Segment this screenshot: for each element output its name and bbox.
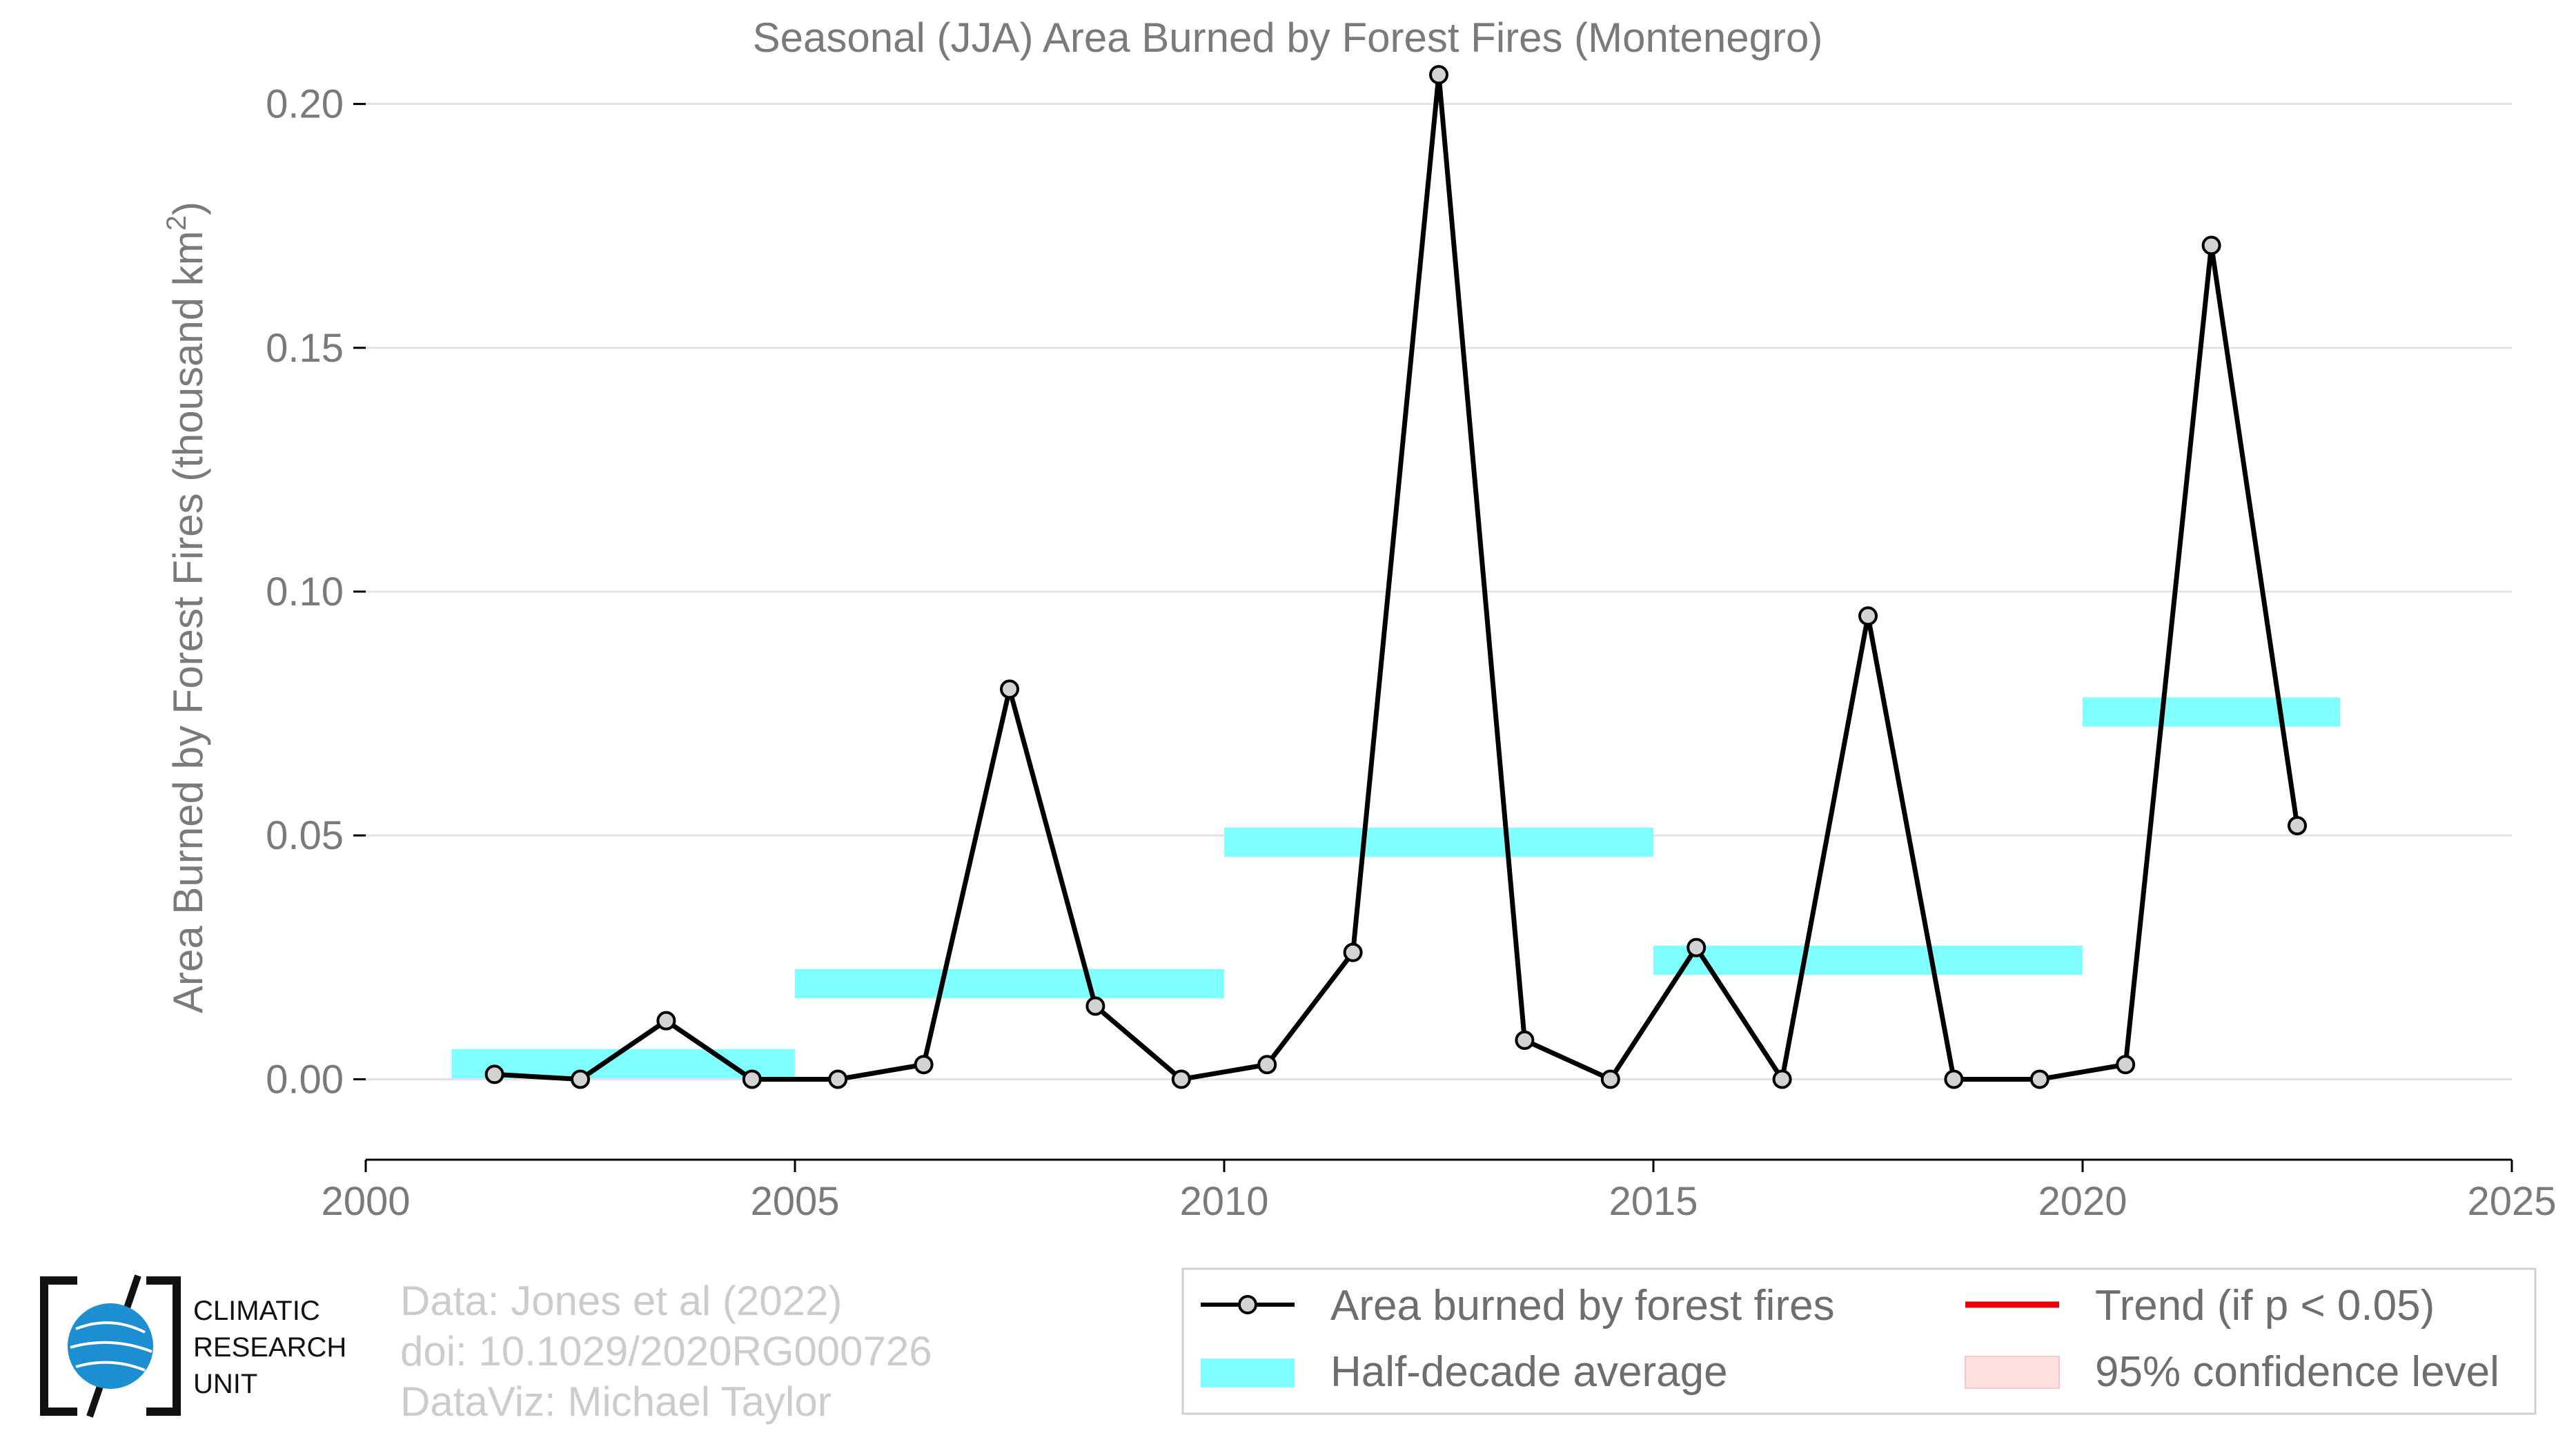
data-point — [1085, 996, 1105, 1016]
data-point — [656, 1011, 676, 1031]
logo-frame-right — [146, 1276, 181, 1416]
half-decade-bar — [795, 968, 1224, 999]
data-point — [1000, 679, 1019, 699]
legend-box — [1181, 1267, 2537, 1415]
data-point — [914, 1055, 934, 1075]
legend-swatch-band — [1201, 1359, 1295, 1387]
legend-label-average: Half-decade average — [1330, 1348, 1728, 1396]
data-point — [484, 1064, 504, 1084]
y-tick-label: 0.05 — [266, 813, 344, 858]
data-point — [571, 1069, 590, 1089]
logo-text-climatic: CLIMATIC — [193, 1296, 320, 1326]
data-point — [1429, 65, 1448, 85]
legend-label-area: Area burned by forest fires — [1330, 1282, 1835, 1330]
legend-label-confidence: 95% confidence level — [2095, 1348, 2499, 1396]
x-tick-label: 2005 — [750, 1179, 839, 1224]
legend-swatch-confidence — [1965, 1356, 2060, 1389]
x-tick-label: 2025 — [2467, 1179, 2556, 1224]
data-point — [1343, 942, 1363, 962]
data-point — [1687, 937, 1707, 957]
logo-text-research: RESEARCH — [193, 1332, 346, 1363]
data-point — [1944, 1069, 1964, 1089]
credit-doi: doi: 10.1029/2020RG000726 — [400, 1328, 932, 1374]
data-series — [484, 65, 2307, 1089]
y-axis-label-end: ) — [165, 202, 211, 215]
x-tick-label: 2015 — [1609, 1179, 1698, 1224]
legend-swatch-marker — [1238, 1295, 1257, 1314]
data-point — [1772, 1069, 1792, 1089]
data-point — [2029, 1069, 2049, 1089]
x-tick-label: 2010 — [1179, 1179, 1268, 1224]
half-decade-bands — [451, 697, 2341, 1079]
y-axis-label-main: Area Burned by Forest Fires (thousand km — [165, 231, 211, 1013]
gridlines — [366, 103, 2512, 1080]
y-axis-ticks: 0.00 0.05 0.10 0.15 0.20 — [266, 82, 366, 1102]
data-point — [1257, 1055, 1277, 1075]
logo-text-unit: UNIT — [193, 1369, 257, 1399]
data-point — [742, 1069, 762, 1089]
x-tick-label: 2020 — [2038, 1179, 2127, 1224]
y-tick-label: 0.00 — [266, 1057, 344, 1102]
data-point — [1600, 1069, 1620, 1089]
data-point — [1515, 1030, 1535, 1050]
y-axis-label: Area Burned by Forest Fires (thousand km… — [161, 202, 211, 1013]
logo-frame-left — [40, 1276, 77, 1416]
data-point — [1171, 1069, 1191, 1089]
x-tick-label: 2000 — [321, 1179, 410, 1224]
data-point — [2201, 235, 2221, 255]
credit-data: Data: Jones et al (2022) — [400, 1278, 842, 1324]
y-tick-label: 0.20 — [266, 82, 344, 127]
half-decade-bar — [2083, 697, 2341, 727]
data-point — [1858, 606, 1878, 626]
data-point — [2288, 816, 2307, 836]
y-tick-label: 0.10 — [266, 569, 344, 614]
x-axis-ticks: 2000 2005 2010 2015 2020 2025 — [321, 1160, 2557, 1224]
series-line — [494, 72, 2300, 1082]
credits: Data: Jones et al (2022) doi: 10.1029/20… — [400, 1278, 932, 1425]
credit-dataviz: DataViz: Michael Taylor — [400, 1379, 832, 1425]
cru-logo: CLIMATIC RESEARCH UNIT — [40, 1274, 346, 1418]
globe-swirl-icon — [70, 1321, 153, 1372]
y-axis-label-sup: 2 — [161, 215, 192, 231]
legend-label-trend: Trend (if p < 0.05) — [2095, 1282, 2435, 1330]
half-decade-bar — [1224, 827, 1653, 857]
y-tick-label: 0.15 — [266, 326, 344, 371]
data-point — [828, 1069, 848, 1089]
chart-title: Seasonal (JJA) Area Burned by Forest Fir… — [753, 14, 1823, 61]
half-decade-bar — [1653, 945, 2083, 975]
legend: Area burned by forest fires Half-decade … — [1181, 1267, 2537, 1415]
data-point — [2116, 1055, 2136, 1075]
